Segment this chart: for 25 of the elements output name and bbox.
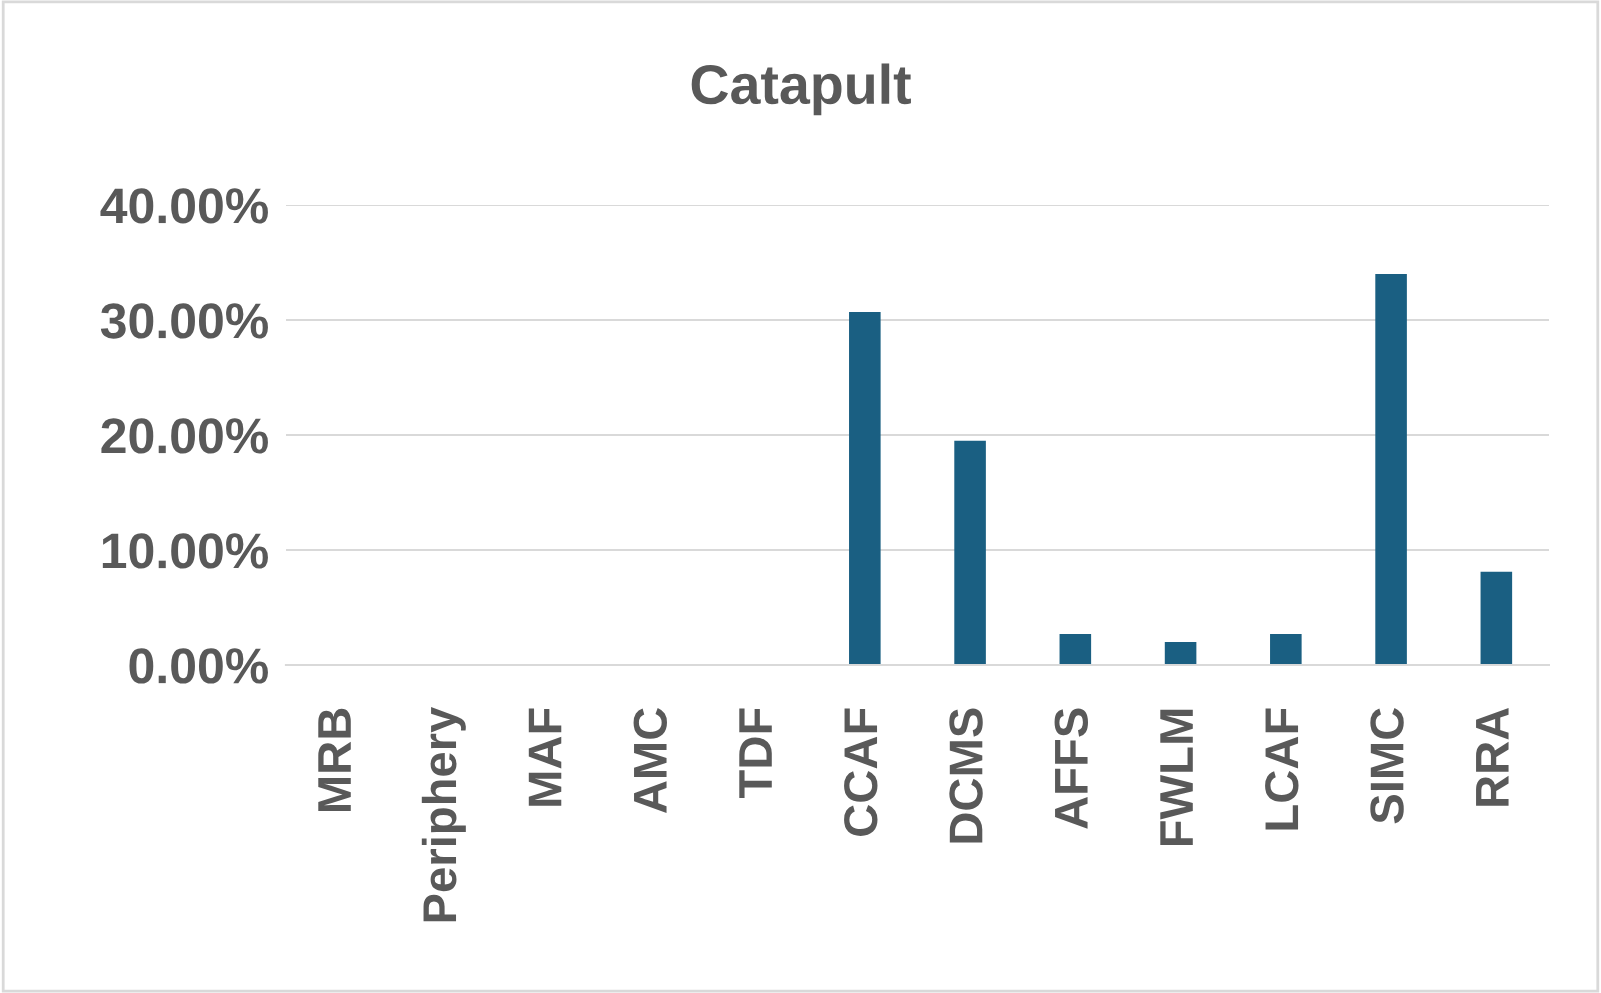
x-tick-label: FWLM [1160,709,1193,846]
x-tick-label: Periphery [421,706,466,922]
x-tick-label: CCAF [844,708,878,836]
x-tick-label: LCAF [1265,708,1299,830]
y-tick-label: 0.00% [129,648,268,684]
x-tick-label: AMC [633,707,667,814]
bar [849,311,881,666]
x-tick-label: TDF [739,708,772,798]
bar [954,440,986,666]
bar [1480,571,1513,666]
x-tick-label: AFFS [1054,708,1089,829]
bar [1270,633,1302,666]
x-tick-label: DCMS [949,708,983,843]
bar [1375,273,1407,666]
y-tick-label: 40.00% [100,188,268,224]
y-tick-label: 10.00% [102,533,268,569]
chart-title: Catapult [691,63,911,116]
y-tick-label: 20.00% [101,418,268,454]
x-tick-label: SIMC [1370,707,1404,824]
x-tick-label: MRB [318,708,351,812]
x-tick-label: MAF [528,708,562,806]
x-tick-label: RRA [1476,707,1509,806]
bar [1059,633,1092,666]
y-tick-label: 30.00% [100,303,268,339]
bar [1164,642,1197,666]
